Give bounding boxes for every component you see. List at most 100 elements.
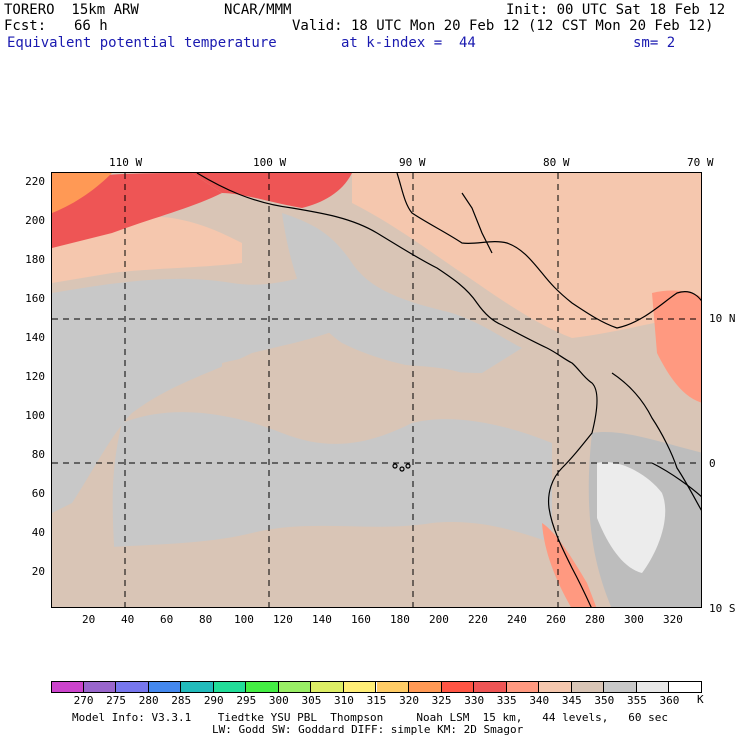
colorbar-label: 320 (399, 694, 419, 707)
grid-lines (52, 173, 701, 607)
bottom-tick-label: 140 (312, 613, 332, 626)
colorbar-cell (376, 681, 410, 693)
bottom-tick-label: 320 (663, 613, 683, 626)
colorbar-label: 325 (431, 694, 452, 707)
bottom-tick-label: 220 (468, 613, 488, 626)
forecast-hour: 66 h (74, 18, 108, 34)
valid-time: Valid: 18 UTC Mon 20 Feb 12 (12 CST Mon … (292, 18, 714, 34)
longitude-label: 70 W (687, 156, 714, 169)
left-tick-label: 180 (25, 253, 45, 266)
left-tick-label: 220 (25, 175, 45, 188)
colorbar-label: 345 (561, 694, 582, 707)
colorbar-cell (83, 681, 117, 693)
colorbar-cell (311, 681, 344, 693)
colorbar-cell (441, 681, 475, 693)
left-tick-label: 80 (31, 448, 45, 461)
bottom-tick-label: 300 (624, 613, 644, 626)
light-region-andes (597, 462, 666, 573)
longitude-label: 80 W (543, 156, 570, 169)
colorbar-label: 275 (106, 694, 127, 707)
colorbar-cell (506, 681, 540, 693)
colorbar-label: 270 (73, 694, 94, 707)
colorbar-label: 305 (301, 694, 322, 707)
gray-region-west (52, 272, 382, 513)
colorbar-cell (604, 681, 637, 693)
bottom-tick-label: 280 (585, 613, 605, 626)
colorbar-label: 330 (464, 694, 485, 707)
gray-region-north (282, 213, 522, 373)
colorbar-cell (539, 681, 572, 693)
colorbar-cell (343, 681, 377, 693)
bottom-tick-label: 240 (507, 613, 527, 626)
left-tick-label: 120 (25, 370, 45, 383)
orange-region-corner (52, 173, 112, 213)
colorbar-cell (51, 681, 84, 693)
center-name: NCAR/MMM (224, 2, 292, 18)
colorbar-label: 290 (203, 694, 224, 707)
longitude-label: 110 W (109, 156, 143, 169)
left-tick-label: 140 (25, 331, 45, 344)
colorbar-label: 355 (626, 694, 647, 707)
left-tick-label: 40 (31, 526, 45, 539)
bottom-tick-label: 60 (160, 613, 174, 626)
left-tick-label: 60 (31, 487, 45, 500)
left-tick-label: 200 (25, 214, 45, 227)
colorbar-label: 280 (138, 694, 159, 707)
colorbar-cell (409, 681, 442, 693)
colorbar-label: 360 (659, 694, 680, 707)
bottom-tick-label: 260 (546, 613, 566, 626)
red-region-mexico (192, 173, 352, 208)
colorbar-unit: K (697, 693, 704, 706)
colorbar-label: 295 (236, 694, 257, 707)
colorbar-label: 310 (334, 694, 354, 707)
salmon-region-peru (542, 523, 597, 607)
colorbar (51, 681, 702, 693)
colorbar-cell (278, 681, 312, 693)
bottom-tick-label: 180 (390, 613, 410, 626)
longitude-label: 100 W (253, 156, 287, 169)
map-panel (51, 172, 702, 608)
colorbar-cell (213, 681, 247, 693)
latitude-label: 0 (709, 457, 716, 470)
model-info: Model Info: V3.3.1 Tiedtke YSU PBL Thomp… (72, 711, 669, 724)
left-tick-label: 100 (25, 409, 45, 422)
colorbar-cell (148, 681, 182, 693)
colorbar-cell (636, 681, 670, 693)
colorbar-label: 335 (496, 694, 517, 707)
forecast-label: Fcst: (4, 18, 47, 34)
bottom-tick-label: 160 (351, 613, 371, 626)
colorbar-cell (474, 681, 507, 693)
left-tick-label: 20 (31, 565, 45, 578)
bottom-tick-label: 20 (82, 613, 96, 626)
latitude-label: 10 N (709, 312, 736, 325)
colorbar-label: 300 (268, 694, 289, 707)
salmon-region-caribbean (652, 290, 701, 403)
colorbar-label: 285 (171, 694, 192, 707)
colorbar-label: 350 (594, 694, 615, 707)
smoothing-info: sm= 2 (633, 35, 676, 51)
colorbar-cell (116, 681, 149, 693)
field-name: Equivalent potential temperature (7, 35, 277, 51)
tan-band-center (222, 352, 462, 405)
bottom-tick-label: 100 (234, 613, 254, 626)
colorbar-cell (246, 681, 279, 693)
colorbar-label: 315 (366, 694, 387, 707)
longitude-label: 90 W (399, 156, 426, 169)
colorbar-outline (51, 681, 702, 693)
latitude-label: 10 S (709, 602, 736, 615)
bottom-tick-label: 40 (121, 613, 135, 626)
tan-band-south (52, 522, 552, 607)
level-info: at k-index = 44 (341, 35, 476, 51)
left-tick-label: 160 (25, 292, 45, 305)
bottom-tick-label: 200 (429, 613, 449, 626)
coastlines (196, 173, 701, 607)
physics-info: LW: Godd SW: Goddard DIFF: simple KM: 2D… (212, 723, 524, 736)
colorbar-label: 340 (529, 694, 550, 707)
colorbar-cell (181, 681, 214, 693)
bottom-tick-label: 120 (273, 613, 293, 626)
colorbar-cell (571, 681, 605, 693)
model-name: TORERO 15km ARW (4, 2, 139, 18)
map-svg (52, 173, 701, 607)
bottom-tick-label: 80 (199, 613, 213, 626)
red-region-northwest (52, 173, 222, 248)
